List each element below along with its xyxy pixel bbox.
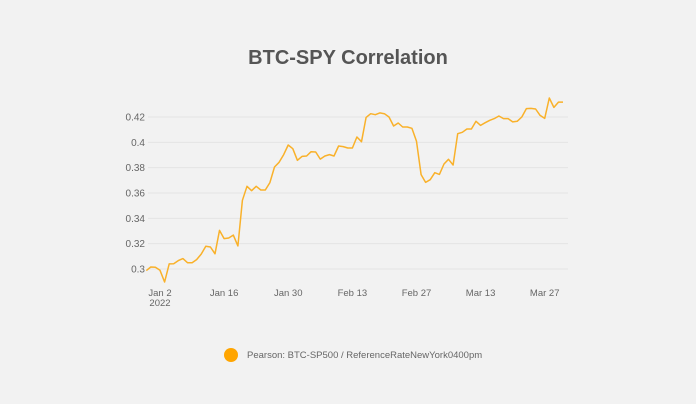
- y-tick-label: 0.36: [126, 189, 146, 200]
- x-tick-label: Jan 30: [274, 288, 303, 299]
- x-tick-label: Feb 13: [338, 288, 368, 299]
- y-tick-label: 0.4: [131, 138, 145, 149]
- y-tick-label: 0.38: [126, 163, 146, 174]
- y-tick-label: 0.34: [126, 214, 146, 225]
- legend[interactable]: Pearson: BTC-SP500 / ReferenceRateNewYor…: [224, 348, 482, 362]
- x-tick-label: Jan 2: [148, 288, 171, 299]
- x-tick-label: Mar 13: [466, 288, 496, 299]
- x-tick-label: Mar 27: [530, 288, 560, 299]
- series-line: [145, 97, 563, 283]
- y-tick-label: 0.42: [126, 113, 146, 124]
- chart-title: BTC-SPY Correlation: [248, 47, 448, 69]
- y-tick-label: 0.3: [131, 265, 145, 276]
- x-tick-label: Jan 16: [210, 288, 239, 299]
- legend-label: Pearson: BTC-SP500 / ReferenceRateNewYor…: [247, 349, 483, 361]
- x-tick-sublabel: 2022: [149, 298, 170, 309]
- y-tick-label: 0.32: [126, 239, 146, 250]
- x-tick-label: Feb 27: [402, 288, 432, 299]
- legend-marker-icon: [224, 348, 238, 362]
